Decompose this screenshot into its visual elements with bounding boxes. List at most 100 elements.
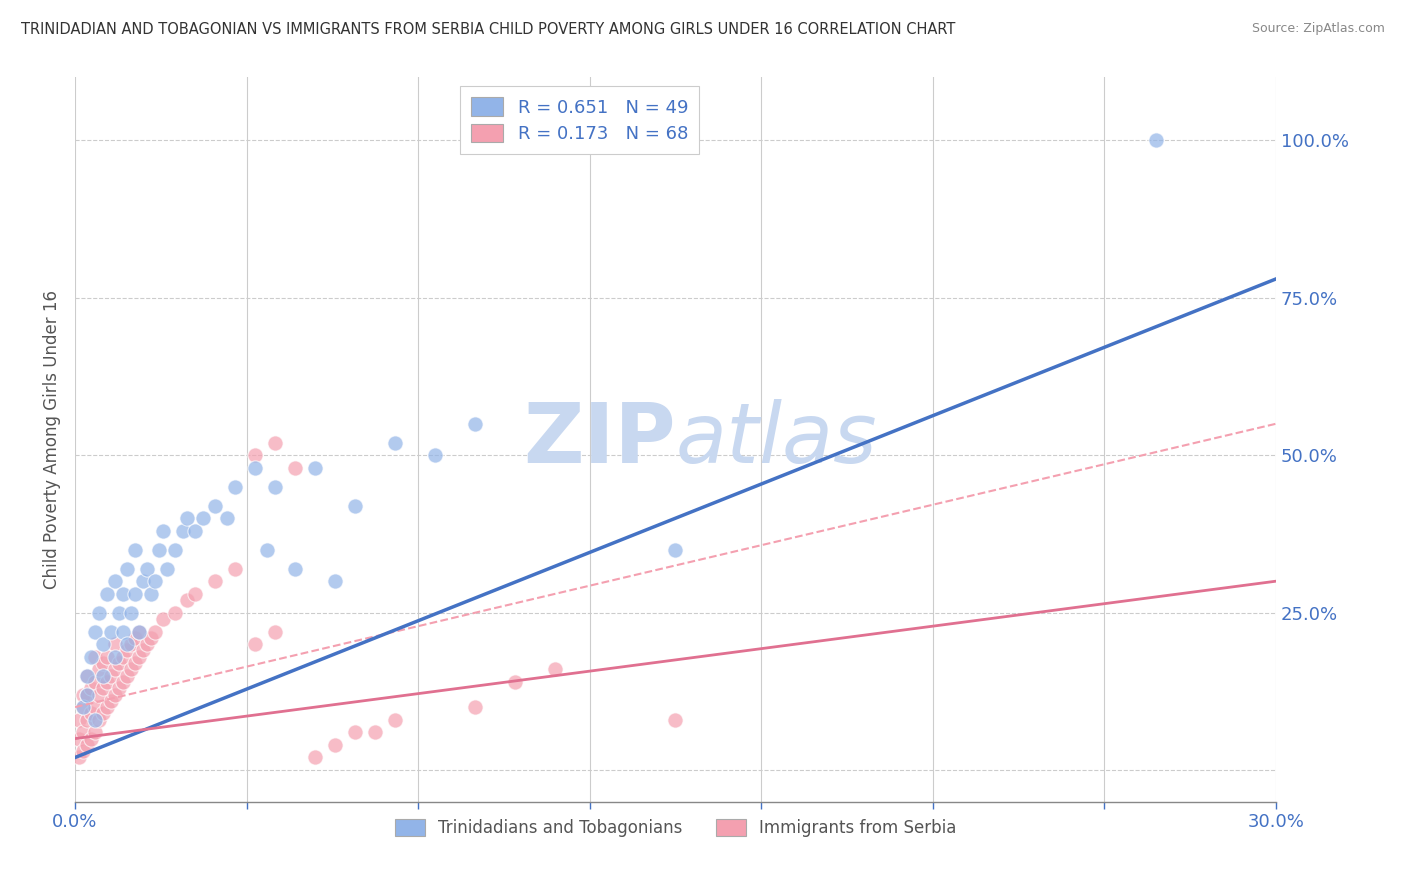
Point [323, 574, 346, 589]
Point [139, 587, 162, 601]
Point [1144, 133, 1167, 147]
Point [115, 637, 138, 651]
Point [165, 606, 187, 620]
Point [184, 524, 207, 538]
Point [115, 561, 138, 575]
Point [143, 574, 166, 589]
Point [76, 688, 98, 702]
Point [112, 587, 135, 601]
Point [148, 542, 170, 557]
Point [152, 612, 174, 626]
Point [191, 511, 214, 525]
Point [96, 675, 118, 690]
Point [264, 435, 287, 450]
Point [128, 649, 150, 664]
Point [108, 606, 131, 620]
Point [104, 637, 127, 651]
Point [104, 649, 127, 664]
Point [87, 606, 110, 620]
Point [204, 499, 226, 513]
Text: TRINIDADIAN AND TOBAGONIAN VS IMMIGRANTS FROM SERBIA CHILD POVERTY AMONG GIRLS U: TRINIDADIAN AND TOBAGONIAN VS IMMIGRANTS… [21, 22, 956, 37]
Point [91, 706, 114, 721]
Point [124, 542, 146, 557]
Point [100, 624, 122, 639]
Point [91, 668, 114, 682]
Point [100, 668, 122, 682]
Point [464, 700, 486, 714]
Point [284, 561, 307, 575]
Point [139, 631, 162, 645]
Point [304, 460, 326, 475]
Point [384, 713, 406, 727]
Point [84, 675, 107, 690]
Point [104, 688, 127, 702]
Point [264, 624, 287, 639]
Point [156, 561, 179, 575]
Point [87, 662, 110, 676]
Point [664, 542, 686, 557]
Point [67, 713, 90, 727]
Point [224, 561, 246, 575]
Point [112, 649, 135, 664]
Point [664, 713, 686, 727]
Point [67, 731, 90, 746]
Point [224, 480, 246, 494]
Point [96, 700, 118, 714]
Point [108, 656, 131, 670]
Point [72, 744, 94, 758]
Point [100, 694, 122, 708]
Point [136, 637, 159, 651]
Point [165, 542, 187, 557]
Point [84, 624, 107, 639]
Point [91, 656, 114, 670]
Point [243, 460, 266, 475]
Point [128, 624, 150, 639]
Y-axis label: Child Poverty Among Girls Under 16: Child Poverty Among Girls Under 16 [44, 290, 60, 589]
Legend: Trinidadians and Tobagonians, Immigrants from Serbia: Trinidadians and Tobagonians, Immigrants… [388, 813, 963, 844]
Point [80, 681, 103, 696]
Point [84, 725, 107, 739]
Point [76, 713, 98, 727]
Point [128, 624, 150, 639]
Point [136, 561, 159, 575]
Point [505, 675, 527, 690]
Point [76, 668, 98, 682]
Point [176, 511, 198, 525]
Point [91, 637, 114, 651]
Point [544, 662, 567, 676]
Point [124, 587, 146, 601]
Point [87, 688, 110, 702]
Text: Source: ZipAtlas.com: Source: ZipAtlas.com [1251, 22, 1385, 36]
Text: ZIP: ZIP [523, 399, 675, 480]
Point [132, 574, 155, 589]
Point [96, 587, 118, 601]
Text: atlas: atlas [675, 399, 877, 480]
Point [104, 662, 127, 676]
Point [80, 706, 103, 721]
Point [67, 750, 90, 764]
Point [217, 511, 239, 525]
Point [72, 700, 94, 714]
Point [243, 637, 266, 651]
Point [115, 643, 138, 657]
Point [425, 448, 447, 462]
Point [112, 675, 135, 690]
Point [84, 713, 107, 727]
Point [76, 738, 98, 752]
Point [84, 649, 107, 664]
Point [72, 688, 94, 702]
Point [108, 681, 131, 696]
Point [152, 524, 174, 538]
Point [76, 668, 98, 682]
Point [256, 542, 278, 557]
Point [464, 417, 486, 431]
Point [204, 574, 226, 589]
Point [184, 587, 207, 601]
Point [96, 649, 118, 664]
Point [80, 649, 103, 664]
Point [120, 606, 142, 620]
Point [344, 725, 367, 739]
Point [243, 448, 266, 462]
Point [284, 460, 307, 475]
Point [120, 662, 142, 676]
